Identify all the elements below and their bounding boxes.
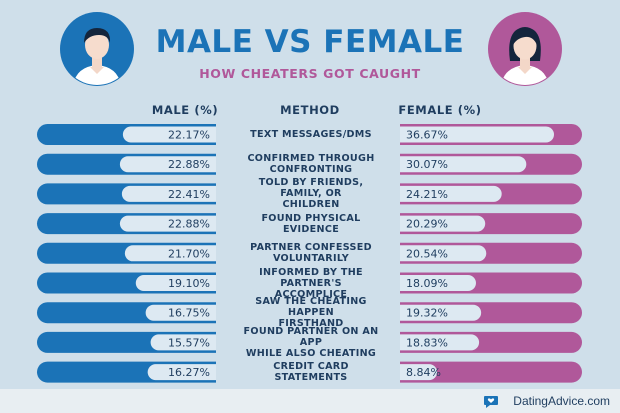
method-label-line: FOUND PHYSICAL EVIDENCE — [261, 212, 361, 235]
male-data-label: 19.10% — [168, 277, 210, 290]
female-value-bar — [400, 215, 486, 232]
method-label-line: WHILE ALSO CHEATING — [245, 347, 377, 359]
female-data-label: 30.07% — [406, 158, 448, 171]
method-label-line: INFORMED BY THE PARTNER'S — [259, 266, 363, 289]
male-data-label: 21.70% — [168, 247, 210, 260]
female-data-label: 8.84% — [406, 366, 441, 379]
male-value-bar — [122, 126, 216, 143]
method-label-text: FOUND PARTNER ON AN APP WHILE ALSO CHEATI… — [237, 326, 385, 359]
female-avatar-icon — [488, 12, 562, 86]
female-value-bar — [400, 185, 502, 202]
male-data-label: 15.57% — [168, 336, 210, 349]
method-label-line: ACCOMPLICE — [274, 288, 348, 300]
method-label-line: FOUND PARTNER ON AN APP — [243, 325, 379, 348]
method-label-text: SAW THE CHEATING HAPPEN FIRSTHAND — [237, 296, 385, 329]
method-label: PARTNER CONFESSED VOLUNTARILY — [237, 241, 385, 266]
method-label-line: PARTNER CONFESSED — [250, 242, 372, 254]
female-data-label: 18.83% — [406, 336, 448, 349]
method-label-line: SAW THE CHEATING HAPPEN — [255, 296, 367, 319]
method-label-text: TEXT MESSAGES/DMS — [250, 129, 372, 140]
page-title: MALE VS FEMALE — [155, 24, 465, 60]
method-label: TEXT MESSAGES/DMS — [237, 122, 385, 147]
method-label-text: TOLD BY FRIENDS, FAMILY, OR CHILDREN — [237, 177, 385, 210]
female-column-header: FEMALE (%) — [398, 103, 482, 117]
male-value-bar — [135, 275, 216, 291]
method-label-text: PARTNER CONFESSED VOLUNTARILY — [250, 242, 372, 264]
male-avatar-icon — [60, 12, 134, 86]
method-label: INFORMED BY THE PARTNER'S ACCOMPLICE — [237, 267, 385, 300]
female-value-bar — [400, 334, 480, 351]
method-label-line: CONFRONTING — [269, 164, 353, 176]
footer: DatingAdvice.com — [0, 389, 620, 413]
male-value-bar — [124, 245, 216, 262]
male-data-label: 22.41% — [168, 188, 210, 201]
female-bar — [400, 361, 582, 383]
female-data-label: 19.32% — [406, 307, 448, 320]
male-value-bar — [145, 304, 216, 321]
male-data-label: 22.88% — [168, 218, 210, 231]
method-label-line: TOLD BY FRIENDS, FAMILY, OR — [258, 177, 364, 200]
method-label: CREDIT CARD STATEMENTS — [237, 360, 385, 385]
method-column-header: METHOD — [280, 103, 340, 117]
female-data-label: 20.54% — [406, 247, 448, 260]
female-value-bar — [400, 156, 527, 173]
male-data-label: 22.88% — [168, 158, 210, 171]
method-label-line: FIRSTHAND — [278, 318, 344, 330]
male-value-bar — [150, 334, 216, 351]
method-label-text: CREDIT CARD STATEMENTS — [237, 361, 385, 383]
method-label-line: VOLUNTARILY — [272, 253, 350, 265]
method-label: FOUND PHYSICAL EVIDENCE — [237, 211, 385, 236]
method-label: CONFIRMED THROUGH CONFRONTING — [237, 152, 385, 177]
method-label-text: CONFIRMED THROUGH CONFRONTING — [247, 153, 374, 175]
female-value-bar — [400, 304, 482, 321]
male-data-label: 16.75% — [168, 307, 210, 320]
female-value-bar — [400, 245, 487, 262]
male-value-bar — [147, 364, 216, 381]
method-label-text: INFORMED BY THE PARTNER'S ACCOMPLICE — [237, 267, 385, 300]
female-value-bar — [400, 275, 476, 291]
page-subtitle: HOW CHEATERS GOT CAUGHT — [199, 66, 421, 81]
brand-name: DatingAdvice.com — [513, 394, 610, 408]
method-label-line: TEXT MESSAGES/DMS — [250, 129, 372, 140]
female-data-label: 18.09% — [406, 277, 448, 290]
chat-bubble-heart-icon — [484, 396, 498, 408]
female-value-bar — [400, 126, 555, 143]
method-label: TOLD BY FRIENDS, FAMILY, OR CHILDREN — [237, 177, 385, 210]
male-value-bar — [121, 185, 216, 202]
female-data-label: 36.67% — [406, 129, 448, 142]
female-value-bar — [400, 364, 438, 381]
female-data-label: 24.21% — [406, 188, 448, 201]
method-label-line: CREDIT CARD STATEMENTS — [273, 361, 349, 384]
method-label-line: CONFIRMED THROUGH — [247, 153, 375, 165]
male-value-bar — [119, 156, 216, 173]
male-value-bar — [119, 215, 216, 232]
method-label-text: FOUND PHYSICAL EVIDENCE — [237, 213, 385, 235]
method-label: FOUND PARTNER ON AN APP WHILE ALSO CHEATI… — [237, 326, 385, 359]
male-column-header: MALE (%) — [151, 103, 219, 117]
female-data-label: 20.29% — [406, 218, 448, 231]
male-data-label: 16.27% — [168, 366, 210, 379]
method-label-line: CHILDREN — [282, 199, 340, 211]
male-data-label: 22.17% — [168, 129, 210, 142]
method-label: SAW THE CHEATING HAPPEN FIRSTHAND — [237, 296, 385, 329]
